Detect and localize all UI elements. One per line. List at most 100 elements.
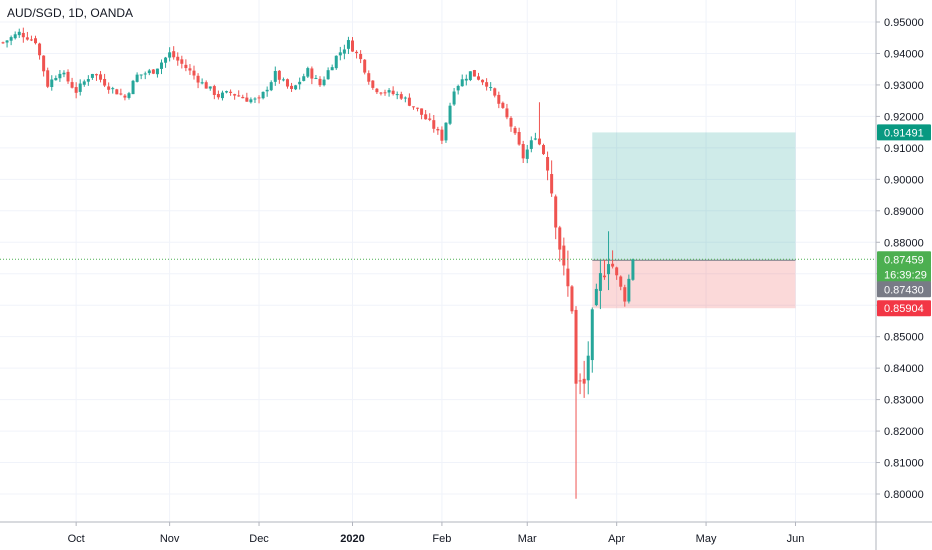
candle-body xyxy=(58,73,62,79)
candle-body xyxy=(290,85,294,89)
candle-body xyxy=(237,95,241,97)
candle-body xyxy=(578,380,582,382)
x-tick-label: Dec xyxy=(249,533,269,545)
candle-body xyxy=(310,68,314,79)
candle-body xyxy=(570,286,574,312)
x-tick-label: 2020 xyxy=(340,533,364,545)
candle-body xyxy=(123,95,127,98)
position-zones[interactable] xyxy=(592,132,796,309)
candle-body xyxy=(444,122,448,141)
candle-body xyxy=(139,74,143,76)
current-price-label-bg xyxy=(877,251,931,268)
candle-body xyxy=(436,129,440,131)
y-tick-label: 0.85000 xyxy=(884,332,924,344)
candle-body xyxy=(261,91,265,99)
candle-body xyxy=(180,59,184,64)
y-tick-label: 0.80000 xyxy=(884,489,924,501)
candle-body xyxy=(399,94,403,99)
candle-body xyxy=(574,309,578,384)
candle-body xyxy=(38,43,42,56)
candle-body xyxy=(468,71,472,81)
candle-body xyxy=(21,32,25,38)
y-tick-label: 0.92000 xyxy=(884,111,924,123)
candle-body xyxy=(493,88,497,96)
y-tick-label: 0.91000 xyxy=(884,143,924,155)
y-tick-label: 0.94000 xyxy=(884,48,924,60)
candle-body xyxy=(212,86,216,95)
candle-body xyxy=(135,74,139,82)
candle-body xyxy=(147,70,151,74)
candle-body xyxy=(448,105,452,124)
y-tick-label: 0.89000 xyxy=(884,206,924,218)
candle-body xyxy=(326,70,330,80)
y-tick-label: 0.84000 xyxy=(884,363,924,375)
candle-body xyxy=(208,86,212,89)
candle-body xyxy=(529,140,533,149)
candle-body xyxy=(562,245,566,266)
y-tick-label: 0.95000 xyxy=(884,17,924,29)
x-tick-label: Apr xyxy=(608,533,625,545)
candle-body xyxy=(78,83,82,92)
candle-body xyxy=(285,79,289,87)
candle-body xyxy=(42,55,46,72)
candle-body xyxy=(554,196,558,228)
candle-body xyxy=(322,79,326,86)
candle-body xyxy=(229,91,233,93)
candle-body xyxy=(542,145,546,155)
candle-body xyxy=(424,114,428,120)
candle-body xyxy=(151,69,155,74)
candle-body xyxy=(298,81,302,85)
candle-body xyxy=(517,131,521,145)
chart-grid xyxy=(0,0,876,522)
candle-body xyxy=(615,267,619,276)
candle-body xyxy=(537,138,541,145)
x-tick-label: Oct xyxy=(68,533,85,545)
y-tick-label: 0.82000 xyxy=(884,426,924,438)
candle-body xyxy=(566,268,570,287)
candle-body xyxy=(525,149,529,159)
candle-body xyxy=(558,227,562,250)
x-tick-label: May xyxy=(696,533,717,545)
candle-body xyxy=(379,92,383,94)
candle-body xyxy=(602,275,606,278)
entry-price-label-bg xyxy=(877,281,931,298)
countdown-label: 16:39:29 xyxy=(884,269,927,281)
candle-body xyxy=(456,85,460,91)
candle-body xyxy=(1,42,5,44)
candle-body xyxy=(66,71,70,82)
candle-body xyxy=(74,87,78,93)
candle-body xyxy=(204,82,208,89)
candle-body xyxy=(387,90,391,93)
candle-body xyxy=(159,62,163,69)
candle-body xyxy=(464,78,468,81)
candle-body xyxy=(86,79,90,82)
y-tick-label: 0.81000 xyxy=(884,458,924,470)
candle-body xyxy=(631,259,635,280)
candle-body xyxy=(598,273,602,291)
x-tick-label: Feb xyxy=(432,533,451,545)
loss-zone xyxy=(592,260,796,309)
target-price-label: 0.91491 xyxy=(884,127,924,139)
x-tick-label: Jun xyxy=(787,533,805,545)
candle-body xyxy=(550,174,554,194)
price-labels: 0.91491 0.87459 16:39:29 0.87430 0.85904 xyxy=(877,124,931,317)
candle-body xyxy=(521,144,525,159)
candle-body xyxy=(9,37,13,41)
candle-body xyxy=(245,97,249,102)
candle-body xyxy=(302,76,306,81)
y-tick-label: 0.83000 xyxy=(884,395,924,407)
candle-body xyxy=(513,127,517,134)
candle-body xyxy=(476,76,480,80)
candle-body xyxy=(184,64,188,69)
candle-body xyxy=(623,287,627,302)
entry-price-label: 0.87430 xyxy=(884,284,924,296)
candle-body xyxy=(50,79,54,87)
candle-body xyxy=(485,82,489,87)
candle-body xyxy=(94,74,98,76)
candle-body xyxy=(13,34,17,39)
stop-price-label: 0.85904 xyxy=(884,303,924,315)
profit-zone xyxy=(592,132,796,261)
candle-body xyxy=(241,96,245,99)
candle-body xyxy=(509,117,513,127)
